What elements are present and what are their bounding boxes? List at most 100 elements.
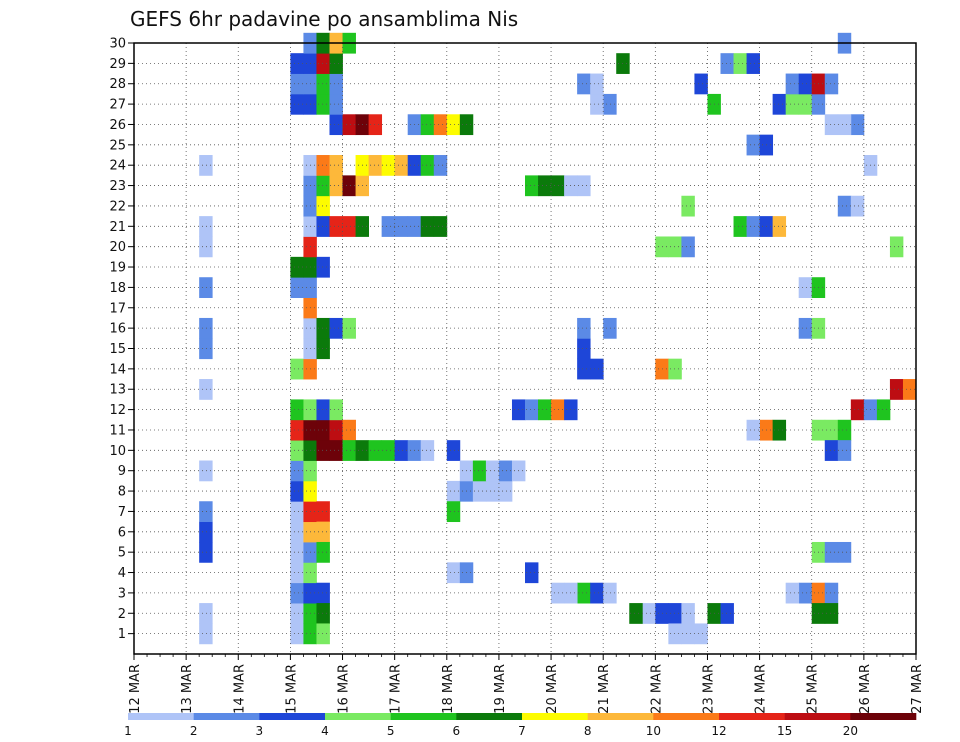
heatmap-cell: [290, 277, 304, 298]
legend-label: 2: [190, 724, 198, 738]
x-tick-label: 26 MAR: [858, 664, 873, 714]
heatmap-cell: [446, 501, 461, 523]
heatmap-cell: [889, 379, 904, 400]
heatmap-cell: [316, 541, 330, 563]
y-tick-label: 10: [109, 444, 126, 459]
heatmap-cell: [329, 419, 343, 441]
legend-label: 4: [321, 724, 329, 738]
heatmap-cell: [668, 603, 682, 624]
heatmap-cell: [498, 460, 513, 482]
heatmap-cell: [824, 73, 839, 95]
color-legend: 1 2 3 4 5 6 7 8 10 12 15 20: [124, 713, 917, 738]
heatmap-cell: [472, 480, 487, 502]
y-tick-label: 14: [109, 362, 126, 377]
heatmap-cell: [694, 623, 708, 645]
heatmap-cell: [824, 603, 839, 624]
y-tick-label: 9: [118, 464, 126, 479]
heatmap-cell: [316, 582, 330, 604]
y-tick-label: 19: [109, 261, 126, 276]
heatmap-cell: [876, 399, 891, 421]
y-tick-label: 25: [109, 138, 126, 153]
heatmap-cell: [199, 317, 213, 339]
heatmap-cell: [577, 582, 591, 604]
heatmap-cell: [420, 114, 435, 136]
y-tick-label: 18: [109, 281, 126, 296]
heatmap-cell: [329, 73, 343, 95]
y-tick-label: 28: [109, 77, 126, 92]
heatmap-cell: [342, 216, 356, 237]
y-tick-label: 7: [118, 505, 126, 520]
heatmap-cell: [485, 480, 500, 502]
x-tick-label: 17 MAR: [389, 664, 404, 714]
heatmap-cell: [316, 216, 330, 237]
x-tick-label: 14 MAR: [232, 664, 247, 714]
heatmap-cell: [290, 73, 304, 95]
heatmap-cell: [681, 195, 695, 217]
chart-title: GEFS 6hr padavine po ansamblima Nis: [130, 7, 518, 31]
x-tick-label: 13 MAR: [180, 664, 195, 714]
x-axis: 12 MAR 13 MAR 14 MAR 15 MAR 16 MAR 17 MAR 18 M…: [128, 654, 925, 714]
y-tick-label: 4: [118, 566, 126, 581]
heatmap-cell: [342, 175, 356, 197]
legend-label: 20: [843, 724, 858, 738]
legend-label: 1: [124, 724, 132, 738]
legend-swatch: [390, 713, 457, 720]
legend-label: 8: [584, 724, 592, 738]
heatmap-cell: [329, 399, 343, 421]
legend-swatch: [719, 713, 785, 720]
heatmap-cell: [733, 53, 747, 74]
heatmap-cell: [342, 114, 356, 136]
heatmap-cell: [368, 155, 383, 176]
y-tick-label: 29: [109, 57, 126, 72]
y-tick-label: 13: [109, 383, 126, 398]
heatmap-cell: [642, 603, 656, 624]
heatmap-cell: [837, 114, 852, 136]
legend-swatch: [587, 713, 654, 720]
heatmap-cell: [290, 480, 304, 502]
heatmap-cell: [590, 358, 604, 380]
heatmap-cell: [785, 73, 800, 95]
heatmap-cell: [551, 582, 565, 604]
x-tick-label: 19 MAR: [493, 664, 508, 714]
heatmap-cell: [290, 93, 304, 115]
legend-swatch: [784, 713, 851, 720]
legend-swatch: [259, 713, 326, 720]
heatmap-cell: [394, 155, 409, 176]
heatmap-cell: [525, 399, 539, 421]
heatmap-cell: [199, 277, 213, 298]
heatmap-cell: [733, 216, 747, 237]
heatmap-cell: [668, 623, 682, 645]
heatmap-cell: [498, 480, 513, 502]
heatmap-cell: [590, 582, 604, 604]
heatmap-cell: [368, 440, 383, 461]
heatmap-cell: [420, 155, 435, 176]
heatmap-cell: [433, 114, 448, 136]
heatmap-cell: [290, 358, 304, 380]
y-tick-label: 8: [118, 485, 126, 500]
heatmap-cell: [525, 562, 539, 584]
legend-label: 12: [711, 724, 726, 738]
x-tick-label: 25 MAR: [806, 664, 821, 714]
heatmap-cell: [798, 73, 813, 95]
x-tick-label: 18 MAR: [441, 664, 456, 714]
heatmap-cell: [199, 521, 213, 543]
heatmap-cell: [316, 521, 330, 543]
y-tick-label: 27: [109, 98, 126, 113]
heatmap-cell: [329, 216, 343, 237]
heatmap-cell: [342, 419, 356, 441]
heatmap-cell: [316, 419, 330, 441]
heatmap-cell: [603, 317, 617, 339]
y-tick-label: 11: [109, 423, 126, 438]
heatmap-cell: [329, 440, 343, 461]
heatmap-cell: [551, 175, 565, 197]
y-tick-label: 6: [118, 525, 126, 540]
heatmap-cell: [329, 93, 343, 115]
heatmap-cell: [199, 236, 213, 258]
y-tick-label: 20: [109, 240, 126, 255]
heatmap-cell: [551, 399, 565, 421]
heatmap-cell: [785, 582, 800, 604]
heatmap-cell: [290, 399, 304, 421]
heatmap-cell: [290, 501, 304, 523]
y-tick-label: 17: [109, 301, 126, 316]
